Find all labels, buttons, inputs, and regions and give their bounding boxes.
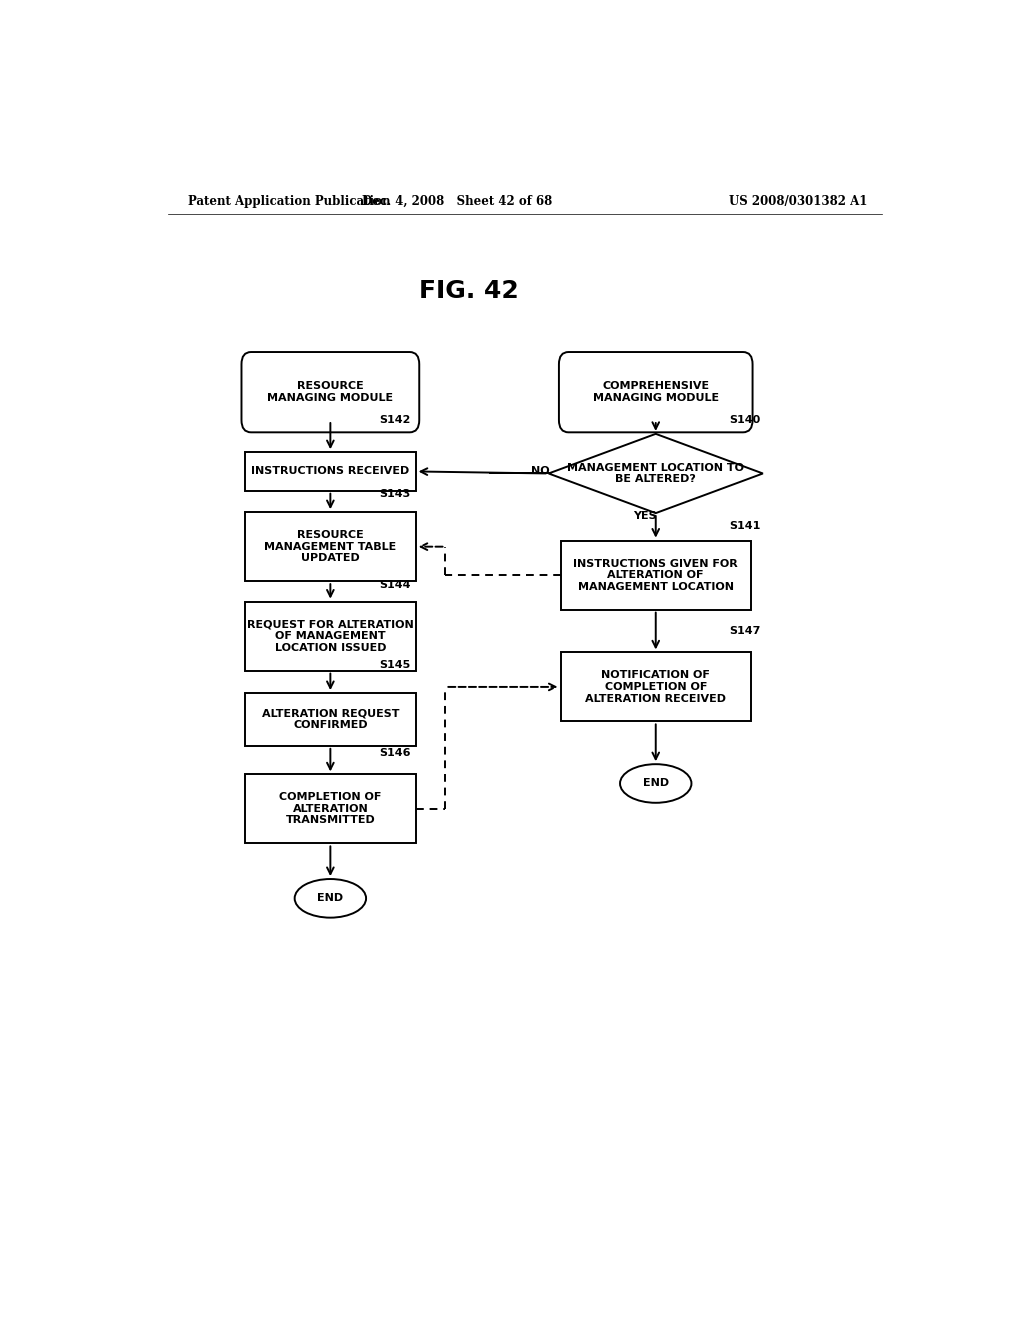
- Text: END: END: [317, 894, 343, 903]
- Polygon shape: [549, 434, 763, 513]
- Text: INSTRUCTIONS RECEIVED: INSTRUCTIONS RECEIVED: [251, 466, 410, 477]
- FancyBboxPatch shape: [242, 352, 419, 433]
- Bar: [245, 775, 416, 843]
- Text: COMPREHENSIVE
MANAGING MODULE: COMPREHENSIVE MANAGING MODULE: [593, 381, 719, 403]
- Text: REQUEST FOR ALTERATION
OF MANAGEMENT
LOCATION ISSUED: REQUEST FOR ALTERATION OF MANAGEMENT LOC…: [247, 619, 414, 652]
- Text: S140: S140: [729, 414, 760, 425]
- Text: COMPLETION OF
ALTERATION
TRANSMITTED: COMPLETION OF ALTERATION TRANSMITTED: [280, 792, 382, 825]
- FancyBboxPatch shape: [559, 352, 753, 433]
- Text: NOTIFICATION OF
COMPLETION OF
ALTERATION RECEIVED: NOTIFICATION OF COMPLETION OF ALTERATION…: [586, 671, 726, 704]
- Text: END: END: [643, 779, 669, 788]
- Text: S142: S142: [380, 414, 411, 425]
- Text: US 2008/0301382 A1: US 2008/0301382 A1: [729, 194, 867, 207]
- Text: FIG. 42: FIG. 42: [420, 279, 519, 302]
- Text: S143: S143: [380, 488, 411, 499]
- Text: S146: S146: [380, 748, 411, 758]
- Text: Patent Application Publication: Patent Application Publication: [187, 194, 390, 207]
- Bar: [245, 602, 416, 671]
- Text: RESOURCE
MANAGEMENT TABLE
UPDATED: RESOURCE MANAGEMENT TABLE UPDATED: [264, 531, 396, 564]
- Ellipse shape: [621, 764, 691, 803]
- Text: S145: S145: [380, 660, 411, 669]
- Text: INSTRUCTIONS GIVEN FOR
ALTERATION OF
MANAGEMENT LOCATION: INSTRUCTIONS GIVEN FOR ALTERATION OF MAN…: [573, 558, 738, 591]
- Bar: [245, 512, 416, 581]
- Bar: [560, 541, 751, 610]
- Text: Dec. 4, 2008   Sheet 42 of 68: Dec. 4, 2008 Sheet 42 of 68: [362, 194, 553, 207]
- Text: YES: YES: [634, 511, 657, 521]
- Text: MANAGEMENT LOCATION TO
BE ALTERED?: MANAGEMENT LOCATION TO BE ALTERED?: [567, 463, 744, 484]
- Ellipse shape: [295, 879, 367, 917]
- Bar: [560, 652, 751, 722]
- Bar: [245, 453, 416, 491]
- Text: ALTERATION REQUEST
CONFIRMED: ALTERATION REQUEST CONFIRMED: [261, 709, 399, 730]
- Text: NO: NO: [531, 466, 550, 477]
- Text: S147: S147: [729, 626, 760, 636]
- Text: S141: S141: [729, 521, 760, 532]
- Text: RESOURCE
MANAGING MODULE: RESOURCE MANAGING MODULE: [267, 381, 393, 403]
- Bar: [245, 693, 416, 746]
- Text: S144: S144: [380, 581, 411, 590]
